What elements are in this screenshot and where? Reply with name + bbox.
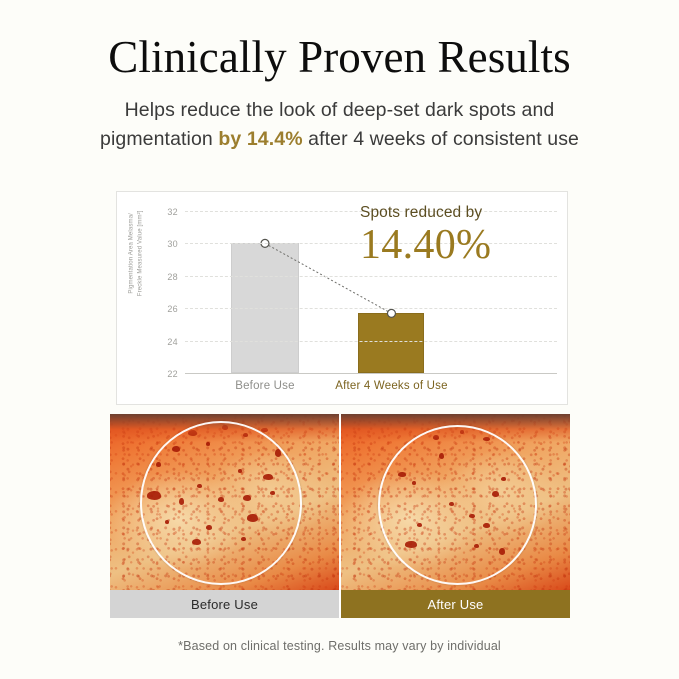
gridline: 28 — [167, 272, 557, 282]
x-axis-label-before: Before Use — [235, 380, 295, 392]
caption-after-use: After Use — [341, 590, 570, 618]
subtitle-line-2: pigmentation by 14.4% after 4 weeks of c… — [0, 125, 679, 153]
y-axis-tick: 30 — [167, 239, 178, 250]
chart-inner: Pigmentation Area Melasma/ Freckle Measu… — [117, 192, 567, 404]
callout-label: Spots reduced by — [360, 204, 483, 221]
y-axis-tick: 22 — [167, 369, 178, 379]
caption-before-use: Before Use — [110, 590, 339, 618]
skin-photo-after — [341, 414, 570, 590]
y-axis-tick: 32 — [167, 207, 178, 217]
skin-photo-before — [110, 414, 339, 590]
footnote: *Based on clinical testing. Results may … — [178, 639, 501, 653]
measurement-circle-before — [139, 421, 302, 586]
photo-column-after: After Use — [339, 414, 570, 618]
subtitle-line-1: Helps reduce the look of deep-set dark s… — [124, 99, 555, 122]
x-axis-label-after: After 4 Weeks of Use — [335, 380, 448, 392]
subtitle-line-2-pre: pigmentation — [100, 127, 219, 150]
subtitle-line-2-post: after 4 weeks of consistent use — [302, 127, 579, 150]
y-axis-title: Pigmentation Area Melasma/ Freckle Measu… — [128, 210, 144, 297]
y-axis-tick: 28 — [167, 271, 178, 282]
reduction-callout: Spots reduced by 14.40% — [360, 204, 491, 267]
gridline: 26 — [167, 304, 557, 314]
subtitle-highlight: by 14.4% — [218, 127, 303, 150]
chart-card: Pigmentation Area Melasma/ Freckle Measu… — [116, 191, 568, 405]
subtitle: Helps reduce the look of deep-set dark s… — [0, 96, 679, 153]
page-title: Clinically Proven Results — [108, 32, 571, 82]
gridline: 22 — [167, 369, 557, 379]
y-axis-tick: 26 — [167, 304, 178, 315]
header-block: Clinically Proven Results Helps reduce t… — [0, 0, 679, 153]
callout-value: 14.40% — [360, 222, 492, 269]
bar-after-4-weeks — [358, 313, 425, 373]
photo-column-before: Before Use — [110, 414, 339, 618]
gridline: 32 — [167, 207, 557, 217]
y-axis-tick: 24 — [167, 336, 178, 347]
measurement-circle-after — [377, 424, 538, 586]
photo-comparison: Before Use After Use — [110, 414, 570, 618]
gridline: 30 — [167, 239, 557, 249]
gridline: 24 — [167, 337, 557, 347]
